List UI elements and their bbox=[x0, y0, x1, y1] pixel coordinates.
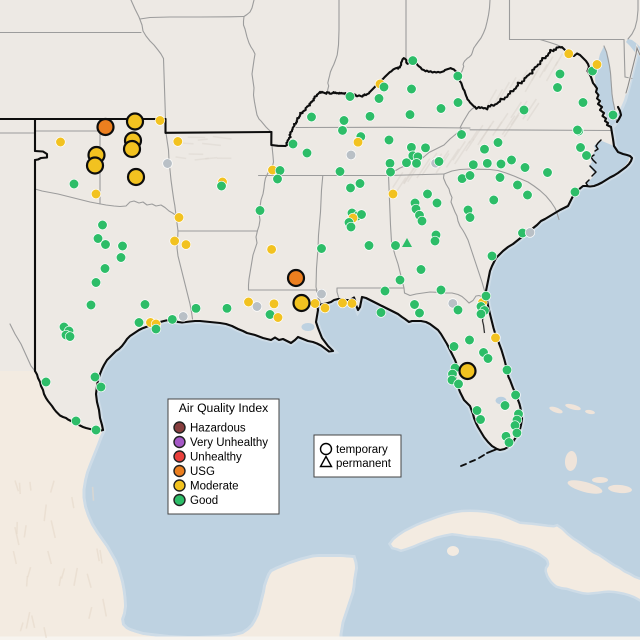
svg-text:Unhealthy: Unhealthy bbox=[190, 452, 242, 464]
svg-text:Hazardous: Hazardous bbox=[190, 423, 246, 435]
svg-text:USG: USG bbox=[190, 466, 215, 478]
svg-text:Air Quality Index: Air Quality Index bbox=[179, 401, 268, 415]
svg-text:Good: Good bbox=[190, 495, 218, 507]
svg-text:Moderate: Moderate bbox=[190, 481, 239, 493]
svg-text:Very Unhealthy: Very Unhealthy bbox=[190, 437, 268, 449]
svg-text:temporary: temporary bbox=[336, 444, 388, 456]
svg-text:permanent: permanent bbox=[336, 458, 392, 470]
